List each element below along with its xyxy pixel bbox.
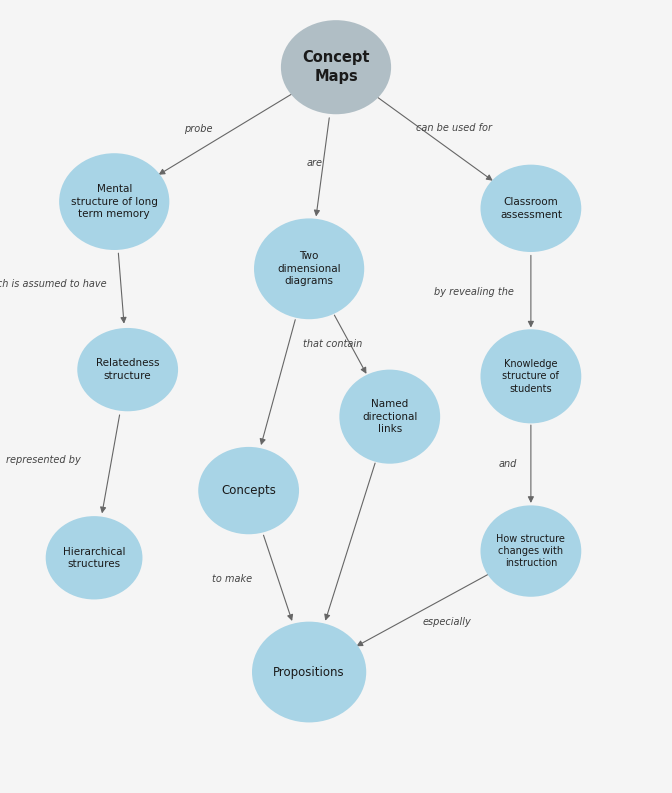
Ellipse shape (59, 153, 169, 250)
Ellipse shape (198, 447, 299, 534)
Text: Knowledge
structure of
students: Knowledge structure of students (503, 359, 559, 394)
Text: Mental
structure of long
term memory: Mental structure of long term memory (71, 184, 158, 219)
Text: that contain: that contain (303, 339, 362, 349)
Text: Concept
Maps: Concept Maps (302, 51, 370, 84)
Ellipse shape (77, 328, 178, 412)
Text: probe: probe (184, 124, 212, 134)
Text: Propositions: Propositions (274, 665, 345, 679)
Text: by revealing the: by revealing the (434, 287, 513, 297)
Ellipse shape (252, 622, 366, 722)
Text: Two
dimensional
diagrams: Two dimensional diagrams (278, 251, 341, 286)
Text: Named
directional
links: Named directional links (362, 399, 417, 434)
Ellipse shape (480, 165, 581, 252)
Ellipse shape (480, 329, 581, 423)
Text: which is assumed to have: which is assumed to have (0, 278, 107, 289)
Text: How structure
changes with
instruction: How structure changes with instruction (497, 534, 565, 569)
Text: to make: to make (212, 574, 252, 584)
Text: especially: especially (423, 617, 471, 626)
Ellipse shape (46, 516, 142, 600)
Text: Concepts: Concepts (221, 484, 276, 497)
Ellipse shape (254, 218, 364, 320)
Text: can be used for: can be used for (415, 123, 492, 132)
Text: Classroom
assessment: Classroom assessment (500, 197, 562, 220)
Ellipse shape (281, 20, 391, 114)
Text: represented by: represented by (6, 455, 81, 465)
Ellipse shape (480, 505, 581, 597)
Text: Hierarchical
structures: Hierarchical structures (62, 546, 126, 569)
Text: Relatedness
structure: Relatedness structure (96, 358, 159, 381)
Text: and: and (498, 458, 517, 469)
Ellipse shape (339, 370, 440, 464)
Text: are: are (306, 158, 323, 167)
